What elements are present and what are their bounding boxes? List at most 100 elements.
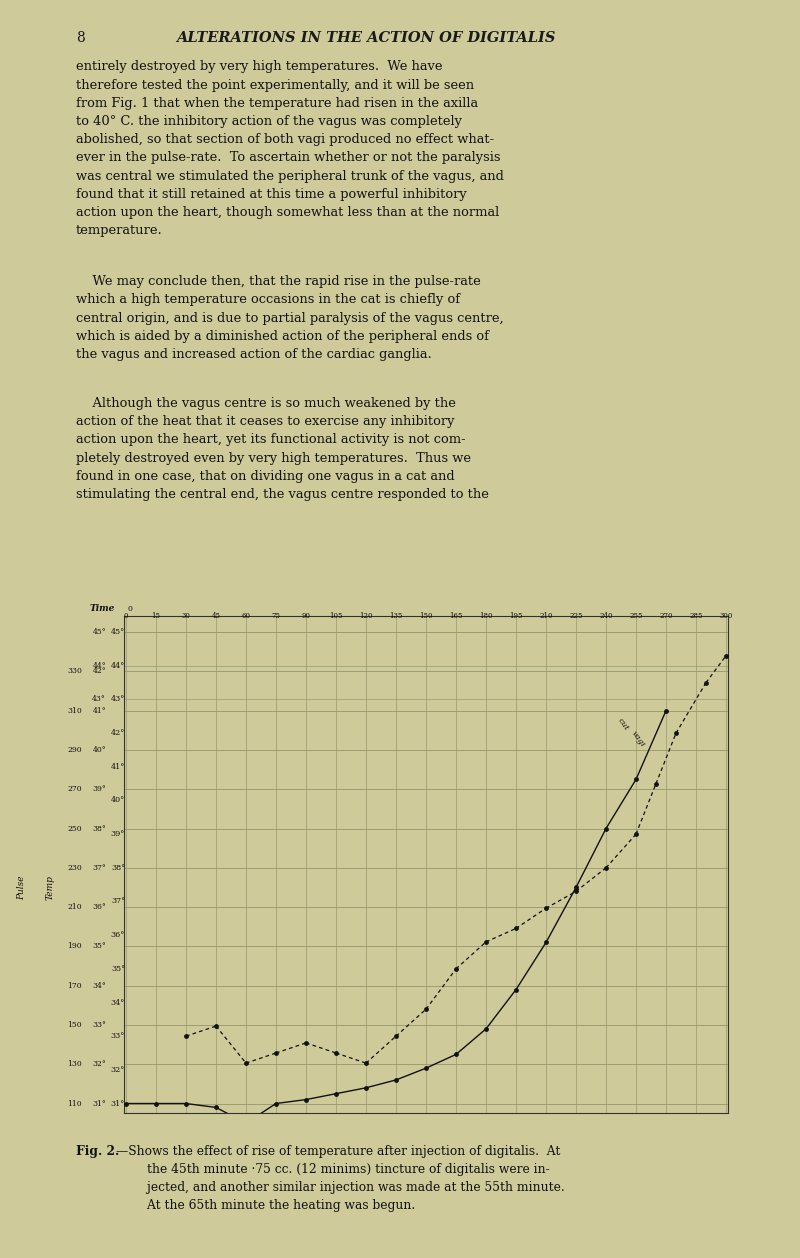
Point xyxy=(330,1043,342,1063)
Point xyxy=(600,819,613,839)
Text: 290: 290 xyxy=(67,746,82,754)
Point xyxy=(360,1053,373,1073)
Text: 35°: 35° xyxy=(92,942,106,950)
Text: 37°: 37° xyxy=(92,864,106,872)
Point xyxy=(270,1093,282,1113)
Point xyxy=(330,1083,342,1103)
Text: —Shows the effect of rise of temperature after injection of digitalis.  At
     : —Shows the effect of rise of temperature… xyxy=(116,1145,565,1211)
Point xyxy=(480,1019,493,1039)
Text: 32°: 32° xyxy=(110,1066,125,1074)
Point xyxy=(539,932,552,952)
Text: 45: 45 xyxy=(211,613,221,620)
Point xyxy=(179,1027,193,1047)
Point xyxy=(210,1097,222,1117)
Text: 90: 90 xyxy=(302,613,310,620)
Text: 330: 330 xyxy=(67,668,82,676)
Text: Temp: Temp xyxy=(46,876,54,899)
Text: 44°: 44° xyxy=(110,662,125,669)
Text: 42°: 42° xyxy=(110,730,125,737)
Text: Although the vagus centre is so much weakened by the
action of the heat that it : Although the vagus centre is so much wea… xyxy=(76,398,489,501)
Point xyxy=(630,770,642,790)
Point xyxy=(419,1058,432,1078)
Text: 210: 210 xyxy=(539,613,553,620)
Text: 38°: 38° xyxy=(92,824,106,833)
Text: 39°: 39° xyxy=(110,830,125,838)
Text: 36°: 36° xyxy=(110,931,125,940)
Point xyxy=(670,723,682,743)
Text: 45°: 45° xyxy=(92,628,106,637)
Point xyxy=(210,1016,222,1037)
Text: 270: 270 xyxy=(659,613,673,620)
Text: 75: 75 xyxy=(271,613,281,620)
Text: 270: 270 xyxy=(67,785,82,794)
Point xyxy=(450,1044,462,1064)
Text: Pulse: Pulse xyxy=(18,876,26,899)
Text: ALTERATIONS IN THE ACTION OF DIGITALIS: ALTERATIONS IN THE ACTION OF DIGITALIS xyxy=(176,30,555,45)
Text: 130: 130 xyxy=(67,1060,82,1068)
Text: 110: 110 xyxy=(67,1099,82,1107)
Point xyxy=(240,1053,253,1073)
Text: We may conclude then, that the rapid rise in the pulse-rate
which a high tempera: We may conclude then, that the rapid ris… xyxy=(76,276,504,361)
Text: 8: 8 xyxy=(76,30,85,45)
Text: 210: 210 xyxy=(67,903,82,911)
Point xyxy=(360,1078,373,1098)
Text: 40°: 40° xyxy=(92,746,106,754)
Point xyxy=(570,877,582,897)
Point xyxy=(699,673,713,693)
Text: 230: 230 xyxy=(67,864,82,872)
Point xyxy=(120,1093,133,1113)
Text: 135: 135 xyxy=(390,613,402,620)
Text: 31°: 31° xyxy=(92,1099,106,1107)
Text: 0: 0 xyxy=(128,605,133,613)
Text: 37°: 37° xyxy=(111,897,125,906)
Text: 195: 195 xyxy=(510,613,522,620)
Text: vagi: vagi xyxy=(630,728,646,749)
Text: 44°: 44° xyxy=(92,662,106,669)
Text: 180: 180 xyxy=(479,613,493,620)
Point xyxy=(390,1069,402,1089)
Point xyxy=(150,1093,162,1113)
Text: 35°: 35° xyxy=(111,965,125,972)
Point xyxy=(600,858,613,878)
Text: 40°: 40° xyxy=(111,796,125,804)
Text: 285: 285 xyxy=(690,613,702,620)
Point xyxy=(650,774,662,794)
Text: 38°: 38° xyxy=(111,864,125,872)
Text: 31°: 31° xyxy=(110,1099,125,1107)
Text: 190: 190 xyxy=(67,942,82,950)
Text: 150: 150 xyxy=(67,1021,82,1029)
Text: 300: 300 xyxy=(719,613,733,620)
Point xyxy=(450,959,462,979)
Point xyxy=(240,1113,253,1133)
Text: 30: 30 xyxy=(182,613,190,620)
Text: 32°: 32° xyxy=(92,1060,106,1068)
Text: 41°: 41° xyxy=(110,762,125,771)
Point xyxy=(390,1027,402,1047)
Text: 34°: 34° xyxy=(110,999,125,1006)
Text: 310: 310 xyxy=(67,707,82,715)
Text: 34°: 34° xyxy=(92,981,106,990)
Text: 165: 165 xyxy=(450,613,462,620)
Text: 45°: 45° xyxy=(111,628,125,637)
Text: 41°: 41° xyxy=(92,707,106,715)
Text: 36°: 36° xyxy=(92,903,106,911)
Text: 120: 120 xyxy=(359,613,373,620)
Text: 39°: 39° xyxy=(92,785,106,794)
Point xyxy=(659,701,672,721)
Point xyxy=(720,645,733,665)
Point xyxy=(419,999,432,1019)
Text: 170: 170 xyxy=(67,981,82,990)
Point xyxy=(299,1089,312,1110)
Text: 33°: 33° xyxy=(110,1032,125,1040)
Text: 60: 60 xyxy=(242,613,250,620)
Point xyxy=(270,1043,282,1063)
Point xyxy=(510,918,522,938)
Text: 255: 255 xyxy=(630,613,642,620)
Text: 0: 0 xyxy=(124,613,128,620)
Text: 43°: 43° xyxy=(110,696,125,703)
Text: 250: 250 xyxy=(67,824,82,833)
Text: 42°: 42° xyxy=(92,668,106,676)
Text: Time: Time xyxy=(90,604,115,613)
Text: 150: 150 xyxy=(419,613,433,620)
Text: Fig. 2.: Fig. 2. xyxy=(76,1145,119,1157)
